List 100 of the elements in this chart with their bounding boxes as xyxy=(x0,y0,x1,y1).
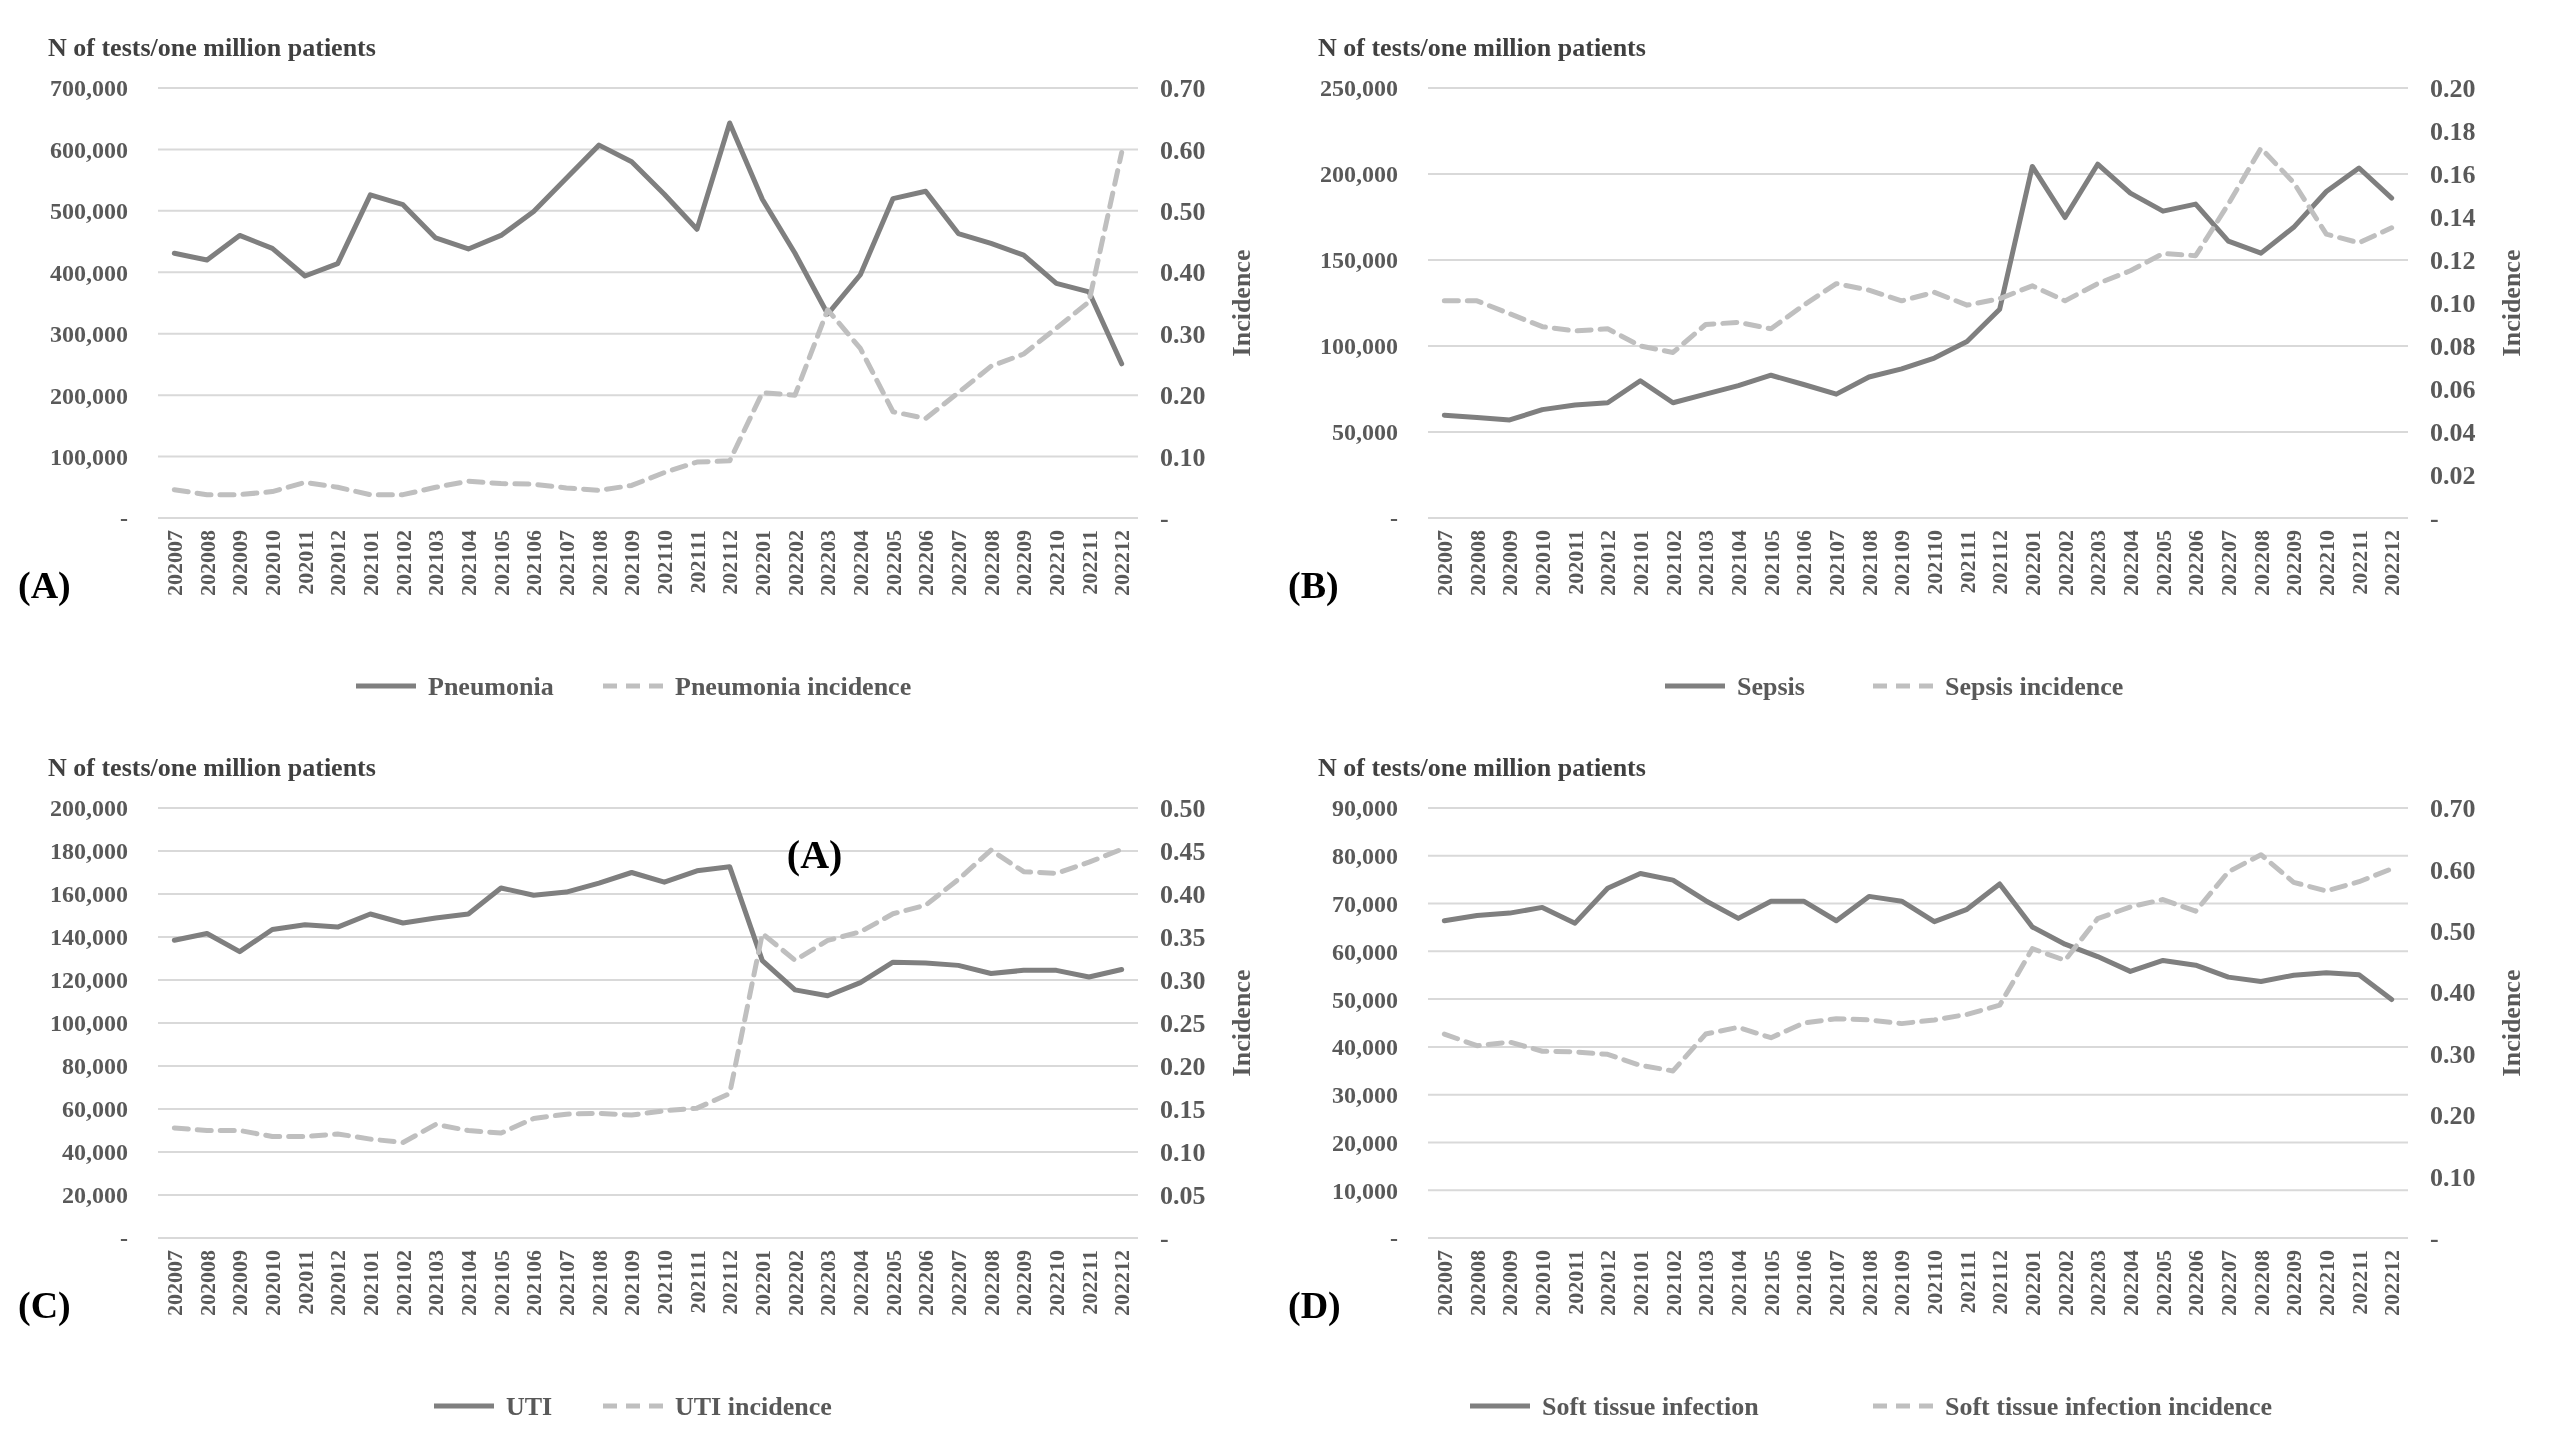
y2-tick-label: 0.45 xyxy=(1160,837,1206,867)
x-tick-label: 202109 xyxy=(619,530,645,596)
y2-tick-label: 0.70 xyxy=(1160,74,1206,104)
x-tick-label: 202211 xyxy=(1076,1250,1102,1315)
x-tick-label: 202206 xyxy=(2183,530,2209,596)
y-tick-label: 40,000 xyxy=(1332,1034,1398,1061)
y2-tick-label: 0.10 xyxy=(2430,289,2476,319)
x-tick-label: 202105 xyxy=(488,530,514,596)
x-tick-label: 202010 xyxy=(260,530,286,596)
y2-tick-label: 0.02 xyxy=(2430,461,2476,491)
y-tick-label: - xyxy=(1390,1225,1398,1252)
x-tick-label: 202009 xyxy=(227,1250,253,1316)
y-tick-label: 10,000 xyxy=(1332,1177,1398,1204)
y-tick-label: 700,000 xyxy=(50,75,128,102)
x-tick-label: 202107 xyxy=(1824,530,1850,596)
y-tick-label: 500,000 xyxy=(50,198,128,225)
y2-tick-label: 0.10 xyxy=(1160,1138,1206,1168)
y2-tick-label: 0.15 xyxy=(1160,1095,1206,1125)
x-tick-label: 202110 xyxy=(652,1250,678,1315)
x-tick-label: 202211 xyxy=(2346,530,2372,595)
x-tick-label: 202204 xyxy=(848,1250,874,1316)
y-tick-label: 40,000 xyxy=(62,1139,128,1166)
x-tick-label: 202008 xyxy=(194,1250,220,1316)
y-tick-label: 180,000 xyxy=(50,838,128,865)
x-tick-label: 202105 xyxy=(488,1250,514,1316)
y2-tick-label: - xyxy=(2430,1224,2439,1254)
y2-tick-label: 0.05 xyxy=(1160,1181,1206,1211)
x-tick-label: 202012 xyxy=(325,1250,351,1316)
x-tick-label: 202212 xyxy=(2379,1250,2405,1316)
x-tick-label: 202209 xyxy=(2281,530,2307,596)
x-tick-label: 202111 xyxy=(1954,1250,1980,1314)
x-tick-label: 202203 xyxy=(2085,530,2111,596)
legend-label: Sepsis incidence xyxy=(1945,672,2124,702)
x-tick-label: 202204 xyxy=(848,530,874,596)
y-tick-label: 200,000 xyxy=(50,795,128,822)
y2-axis-title: Incidence xyxy=(2497,249,2526,357)
x-tick-label: 202108 xyxy=(1856,1250,1882,1316)
y-tick-label: 100,000 xyxy=(50,443,128,470)
legend-label: Pneumonia xyxy=(428,672,554,702)
x-tick-label: 202007 xyxy=(1432,530,1458,596)
y-tick-label: 160,000 xyxy=(50,881,128,908)
y2-tick-label: 0.20 xyxy=(1160,1052,1206,1082)
y-tick-label: 80,000 xyxy=(1332,843,1398,870)
y-tick-label: 30,000 xyxy=(1332,1082,1398,1109)
x-tick-label: 202210 xyxy=(1044,530,1070,596)
y2-tick-label: 0.40 xyxy=(1160,258,1206,288)
y2-tick-label: - xyxy=(1160,504,1169,534)
x-tick-label: 202102 xyxy=(390,530,416,596)
x-tick-label: 202212 xyxy=(1109,1250,1135,1316)
y-tick-label: 20,000 xyxy=(62,1182,128,1209)
x-tick-label: 202009 xyxy=(1497,1250,1523,1316)
y-tick-label: 400,000 xyxy=(50,259,128,286)
y-tick-label: - xyxy=(120,505,128,532)
x-tick-label: 202205 xyxy=(2150,530,2176,596)
x-tick-label: 202109 xyxy=(1889,1250,1915,1316)
x-tick-label: 202102 xyxy=(1660,530,1686,596)
x-tick-label: 202107 xyxy=(1824,1250,1850,1316)
y2-tick-label: 0.60 xyxy=(1160,135,1206,165)
x-tick-label: 202101 xyxy=(1628,530,1654,596)
y2-tick-label: 0.20 xyxy=(2430,74,2476,104)
x-tick-label: 202210 xyxy=(2314,530,2340,596)
y-tick-label: 120,000 xyxy=(50,967,128,994)
x-tick-label: 202112 xyxy=(717,530,743,595)
x-tick-label: 202211 xyxy=(1076,530,1102,595)
y2-tick-label: 0.12 xyxy=(2430,246,2476,276)
x-tick-label: 202011 xyxy=(1562,1250,1588,1315)
x-tick-label: 202209 xyxy=(1011,1250,1037,1316)
x-tick-label: 202110 xyxy=(1922,1250,1948,1315)
y2-tick-label: 0.14 xyxy=(2430,203,2476,233)
x-tick-label: 202012 xyxy=(1595,1250,1621,1316)
x-tick-label: 202010 xyxy=(260,1250,286,1316)
x-tick-label: 202106 xyxy=(521,530,547,596)
legend-label: Pneumonia incidence xyxy=(675,672,912,702)
y-tick-label: 50,000 xyxy=(1332,986,1398,1013)
annotation: (A) xyxy=(786,832,843,878)
x-tick-label: 202104 xyxy=(456,1250,482,1316)
x-tick-label: 202101 xyxy=(358,530,384,596)
y-axis-title: N of tests/one million patients xyxy=(1318,753,1646,782)
x-tick-label: 202008 xyxy=(1464,530,1490,596)
x-tick-label: 202211 xyxy=(2346,1250,2372,1315)
y2-tick-label: 0.06 xyxy=(2430,375,2476,405)
y-tick-label: 60,000 xyxy=(62,1096,128,1123)
x-tick-label: 202103 xyxy=(1693,530,1719,596)
y-tick-label: 90,000 xyxy=(1332,795,1398,822)
y2-tick-label: 0.30 xyxy=(1160,966,1206,996)
x-tick-label: 202101 xyxy=(1628,1250,1654,1316)
x-tick-label: 202102 xyxy=(1660,1250,1686,1316)
x-tick-label: 202011 xyxy=(292,530,318,595)
y-tick-label: - xyxy=(1390,505,1398,532)
x-tick-label: 202205 xyxy=(2150,1250,2176,1316)
y-tick-label: 140,000 xyxy=(50,924,128,951)
y2-tick-label: 0.20 xyxy=(1160,381,1206,411)
x-tick-label: 202208 xyxy=(978,1250,1004,1316)
x-tick-label: 202107 xyxy=(554,1250,580,1316)
x-tick-label: 202108 xyxy=(586,530,612,596)
x-tick-label: 202011 xyxy=(292,1250,318,1315)
x-tick-label: 202210 xyxy=(2314,1250,2340,1316)
y2-tick-label: 0.70 xyxy=(2430,794,2476,824)
y2-axis-title: Incidence xyxy=(1227,969,1256,1077)
x-tick-label: 202103 xyxy=(423,530,449,596)
